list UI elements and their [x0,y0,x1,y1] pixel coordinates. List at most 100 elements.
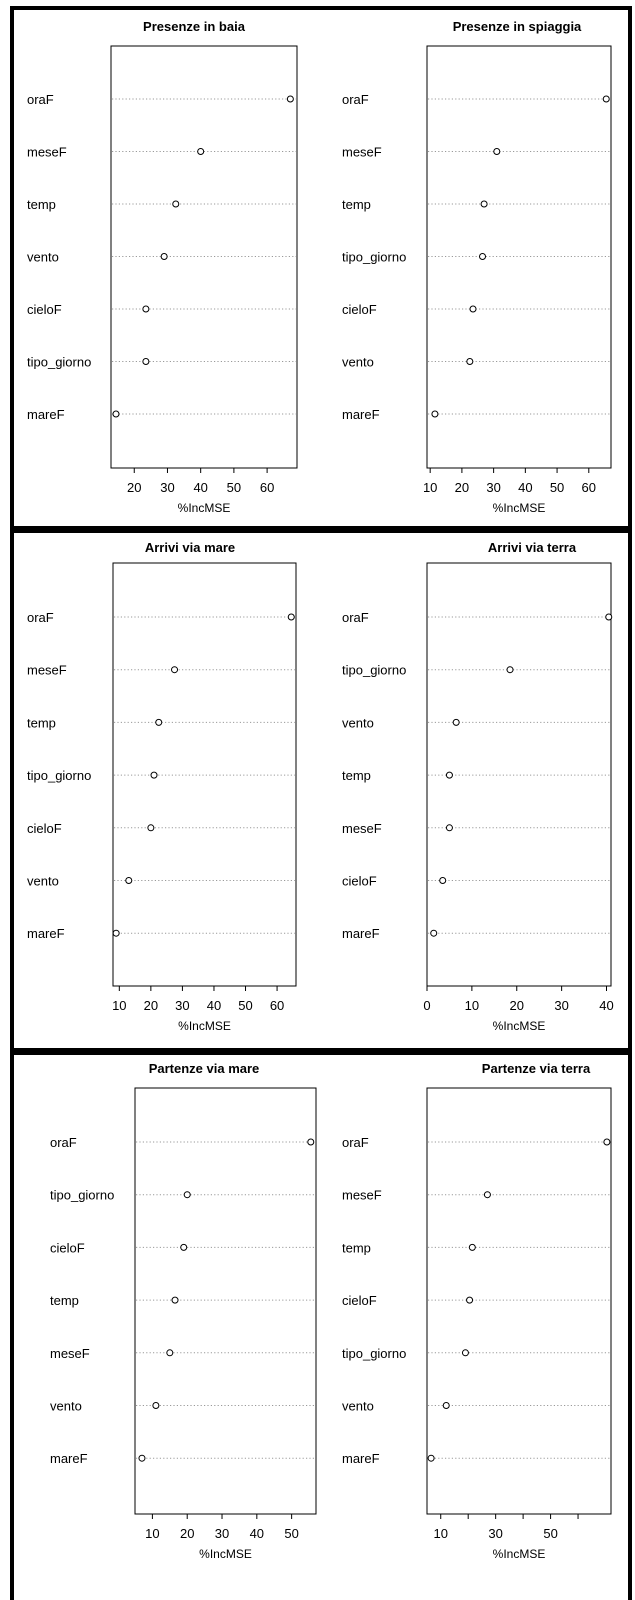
row-label: meseF [342,1188,382,1203]
row-label: vento [50,1399,82,1414]
x-tick-label: 20 [127,480,141,495]
data-point [142,358,150,365]
row-label: oraF [342,610,369,625]
data-point [431,410,439,418]
row-label: mareF [27,926,65,941]
data-point [180,1243,188,1251]
data-point [150,771,158,779]
data-point [155,718,163,726]
plot-box [426,45,612,469]
x-tick-label: 10 [112,998,126,1013]
row-label: temp [342,197,371,212]
data-point [138,1454,146,1462]
chart-title: Partenze via mare [149,1061,260,1076]
row-label: temp [50,1293,79,1308]
data-point [166,1349,174,1357]
chart-title: Partenze via terra [482,1061,591,1076]
x-tick-label: 30 [486,480,500,495]
row-label: cieloF [342,874,377,889]
chart-panel: Arrivi via mare oraF meseF temp tipo_giornoc… [27,540,297,1033]
data-point [286,95,294,103]
data-point [427,1454,435,1462]
row-label: meseF [27,145,67,160]
x-tick-label: 40 [250,1526,264,1541]
row-label: meseF [342,821,382,836]
data-point [602,95,610,103]
row-label: vento [27,250,59,265]
x-tick-label: 10 [423,480,437,495]
plot-box [426,1087,612,1515]
x-axis-label: %IncMSE [199,1547,252,1561]
data-point [605,613,613,621]
data-point [445,824,453,832]
row-label: temp [342,1240,371,1255]
plot-box [110,45,298,469]
x-tick-label: 30 [175,998,189,1013]
x-axis-label: %IncMSE [493,1547,546,1561]
row-label: meseF [27,663,67,678]
x-tick-label: 0 [423,998,430,1013]
panel-frame-1 [10,6,632,530]
chart-title: Arrivi via terra [488,540,577,555]
row-label: mareF [27,407,65,422]
x-axis-label: %IncMSE [178,501,231,515]
data-point [112,929,120,937]
x-axis-label: %IncMSE [493,501,546,515]
data-point [171,1296,179,1304]
data-point [468,1243,476,1251]
row-label: tipo_giorno [50,1188,114,1203]
panel-frame-3 [10,1051,632,1600]
data-point [112,410,120,418]
data-point [439,877,447,884]
row-label: cieloF [27,821,62,836]
x-tick-label: 20 [455,480,469,495]
row-label: oraF [50,1135,77,1150]
row-label: meseF [342,145,382,160]
data-point [480,200,488,208]
data-point [466,358,474,365]
data-point [479,253,487,260]
x-tick-label: 30 [488,1526,502,1541]
row-label: vento [342,715,374,730]
data-point [483,1191,491,1199]
data-point [152,1402,160,1409]
row-label: tipo_giorno [27,355,91,370]
x-tick-label: 20 [180,1526,194,1541]
plot-box [426,562,612,987]
x-tick-label: 60 [260,480,274,495]
chart-title: Presenze in baia [143,19,246,34]
x-tick-label: 10 [465,998,479,1013]
row-label: temp [342,768,371,783]
x-tick-label: 40 [518,480,532,495]
data-point [172,200,180,208]
x-tick-label: 50 [543,1526,557,1541]
x-tick-label: 40 [207,998,221,1013]
chart-panel: Partenze via terra oraF meseF temp cieloF tip… [342,1061,612,1561]
row-label: vento [27,874,59,889]
data-point [142,305,150,313]
row-label: oraF [27,92,54,107]
x-tick-label: 50 [227,480,241,495]
x-tick-label: 10 [145,1526,159,1541]
row-label: mareF [342,1451,380,1466]
row-label: vento [342,1399,374,1414]
x-tick-label: 50 [238,998,252,1013]
row-label: mareF [342,926,380,941]
row-label: cieloF [342,1293,377,1308]
x-tick-label: 60 [582,480,596,495]
data-point [430,929,438,937]
data-point [603,1138,611,1146]
x-tick-label: 10 [433,1526,447,1541]
row-label: cieloF [50,1240,85,1255]
x-tick-label: 50 [550,480,564,495]
chart-panel: Presenze in baia oraF meseF temp vento cieloF… [27,19,298,515]
data-point [461,1349,469,1357]
row-label: tipo_giorno [27,768,91,783]
data-point [469,305,477,313]
chart-panel: Presenze in spiaggia oraF meseF temp tipo_gi… [342,19,612,515]
row-label: meseF [50,1346,90,1361]
row-label: tipo_giorno [342,250,406,265]
x-tick-label: 40 [193,480,207,495]
